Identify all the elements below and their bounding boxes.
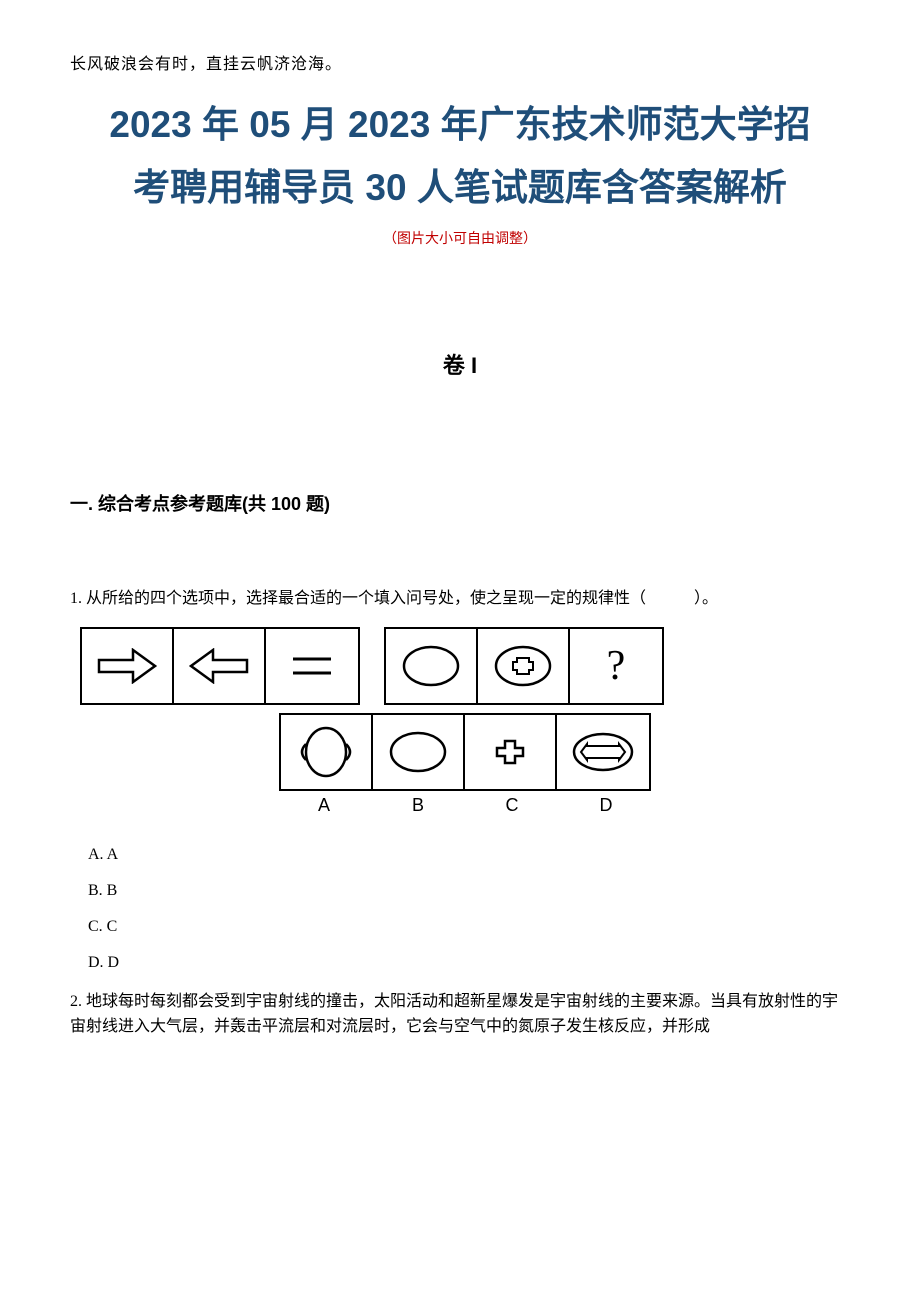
figure-group-left xyxy=(80,627,360,705)
arrow-left-icon xyxy=(189,648,249,684)
q1-suffix: ）。 xyxy=(694,590,718,607)
option-labels-row: A B C D xyxy=(80,795,850,816)
ellipse-icon xyxy=(400,643,462,689)
question-mark-icon: ? xyxy=(607,642,626,690)
cross-small-icon xyxy=(493,737,527,767)
ellipse-icon xyxy=(387,729,449,775)
title-line-2: 考聘用辅导员 30 人笔试题库含答案解析 xyxy=(133,167,787,208)
subtitle-note: （图片大小可自由调整） xyxy=(70,228,850,248)
figure-group-right: ? xyxy=(384,627,664,705)
title-line-1: 2023 年 05 月 2023 年广东技术师范大学招 xyxy=(109,104,810,145)
cell-arrow-left xyxy=(174,629,266,703)
ellipse-handles-icon xyxy=(296,724,356,780)
figure-row-1: ? xyxy=(80,627,850,705)
cell-ellipse-cross xyxy=(478,629,570,703)
option-d-cell xyxy=(557,715,649,789)
page-title: 2023 年 05 月 2023 年广东技术师范大学招 考聘用辅导员 30 人笔… xyxy=(70,94,850,220)
two-lines-icon xyxy=(287,651,337,681)
cell-question: ? xyxy=(570,629,662,703)
option-label-d: D xyxy=(559,795,653,816)
answer-c: C. C xyxy=(88,918,850,936)
rounded-rect-in-ellipse-icon xyxy=(571,730,635,774)
question-1-figure: ? xyxy=(80,627,850,816)
answer-d: D. D xyxy=(88,954,850,972)
q1-blank xyxy=(646,590,694,607)
question-2-text: 2. 地球每时每刻都会受到宇宙射线的撞击，太阳活动和超新星爆发是宇宙射线的主要来… xyxy=(70,990,850,1040)
arrow-right-icon xyxy=(97,648,157,684)
answer-b: B. B xyxy=(88,882,850,900)
option-label-a: A xyxy=(277,795,371,816)
cell-two-lines xyxy=(266,629,358,703)
header-quote: 长风破浪会有时，直挂云帆济沧海。 xyxy=(70,50,850,74)
section-header: 一. 综合考点参考题库(共 100 题) xyxy=(70,490,850,516)
question-1-text: 1. 从所给的四个选项中，选择最合适的一个填入问号处，使之呈现一定的规律性（ ）… xyxy=(70,586,850,612)
option-label-c: C xyxy=(465,795,559,816)
figure-options-group xyxy=(279,713,651,791)
option-a-cell xyxy=(281,715,373,789)
ellipse-cross-icon xyxy=(492,643,554,689)
option-b-cell xyxy=(373,715,465,789)
answer-a: A. A xyxy=(88,846,850,864)
q1-prefix: 1. 从所给的四个选项中，选择最合适的一个填入问号处，使之呈现一定的规律性（ xyxy=(70,590,646,607)
figure-options-row xyxy=(80,713,850,791)
q1-answer-list: A. A B. B C. C D. D xyxy=(88,846,850,972)
option-c-cell xyxy=(465,715,557,789)
cell-ellipse xyxy=(386,629,478,703)
cell-arrow-right xyxy=(82,629,174,703)
option-label-b: B xyxy=(371,795,465,816)
volume-label: 卷 I xyxy=(70,348,850,380)
